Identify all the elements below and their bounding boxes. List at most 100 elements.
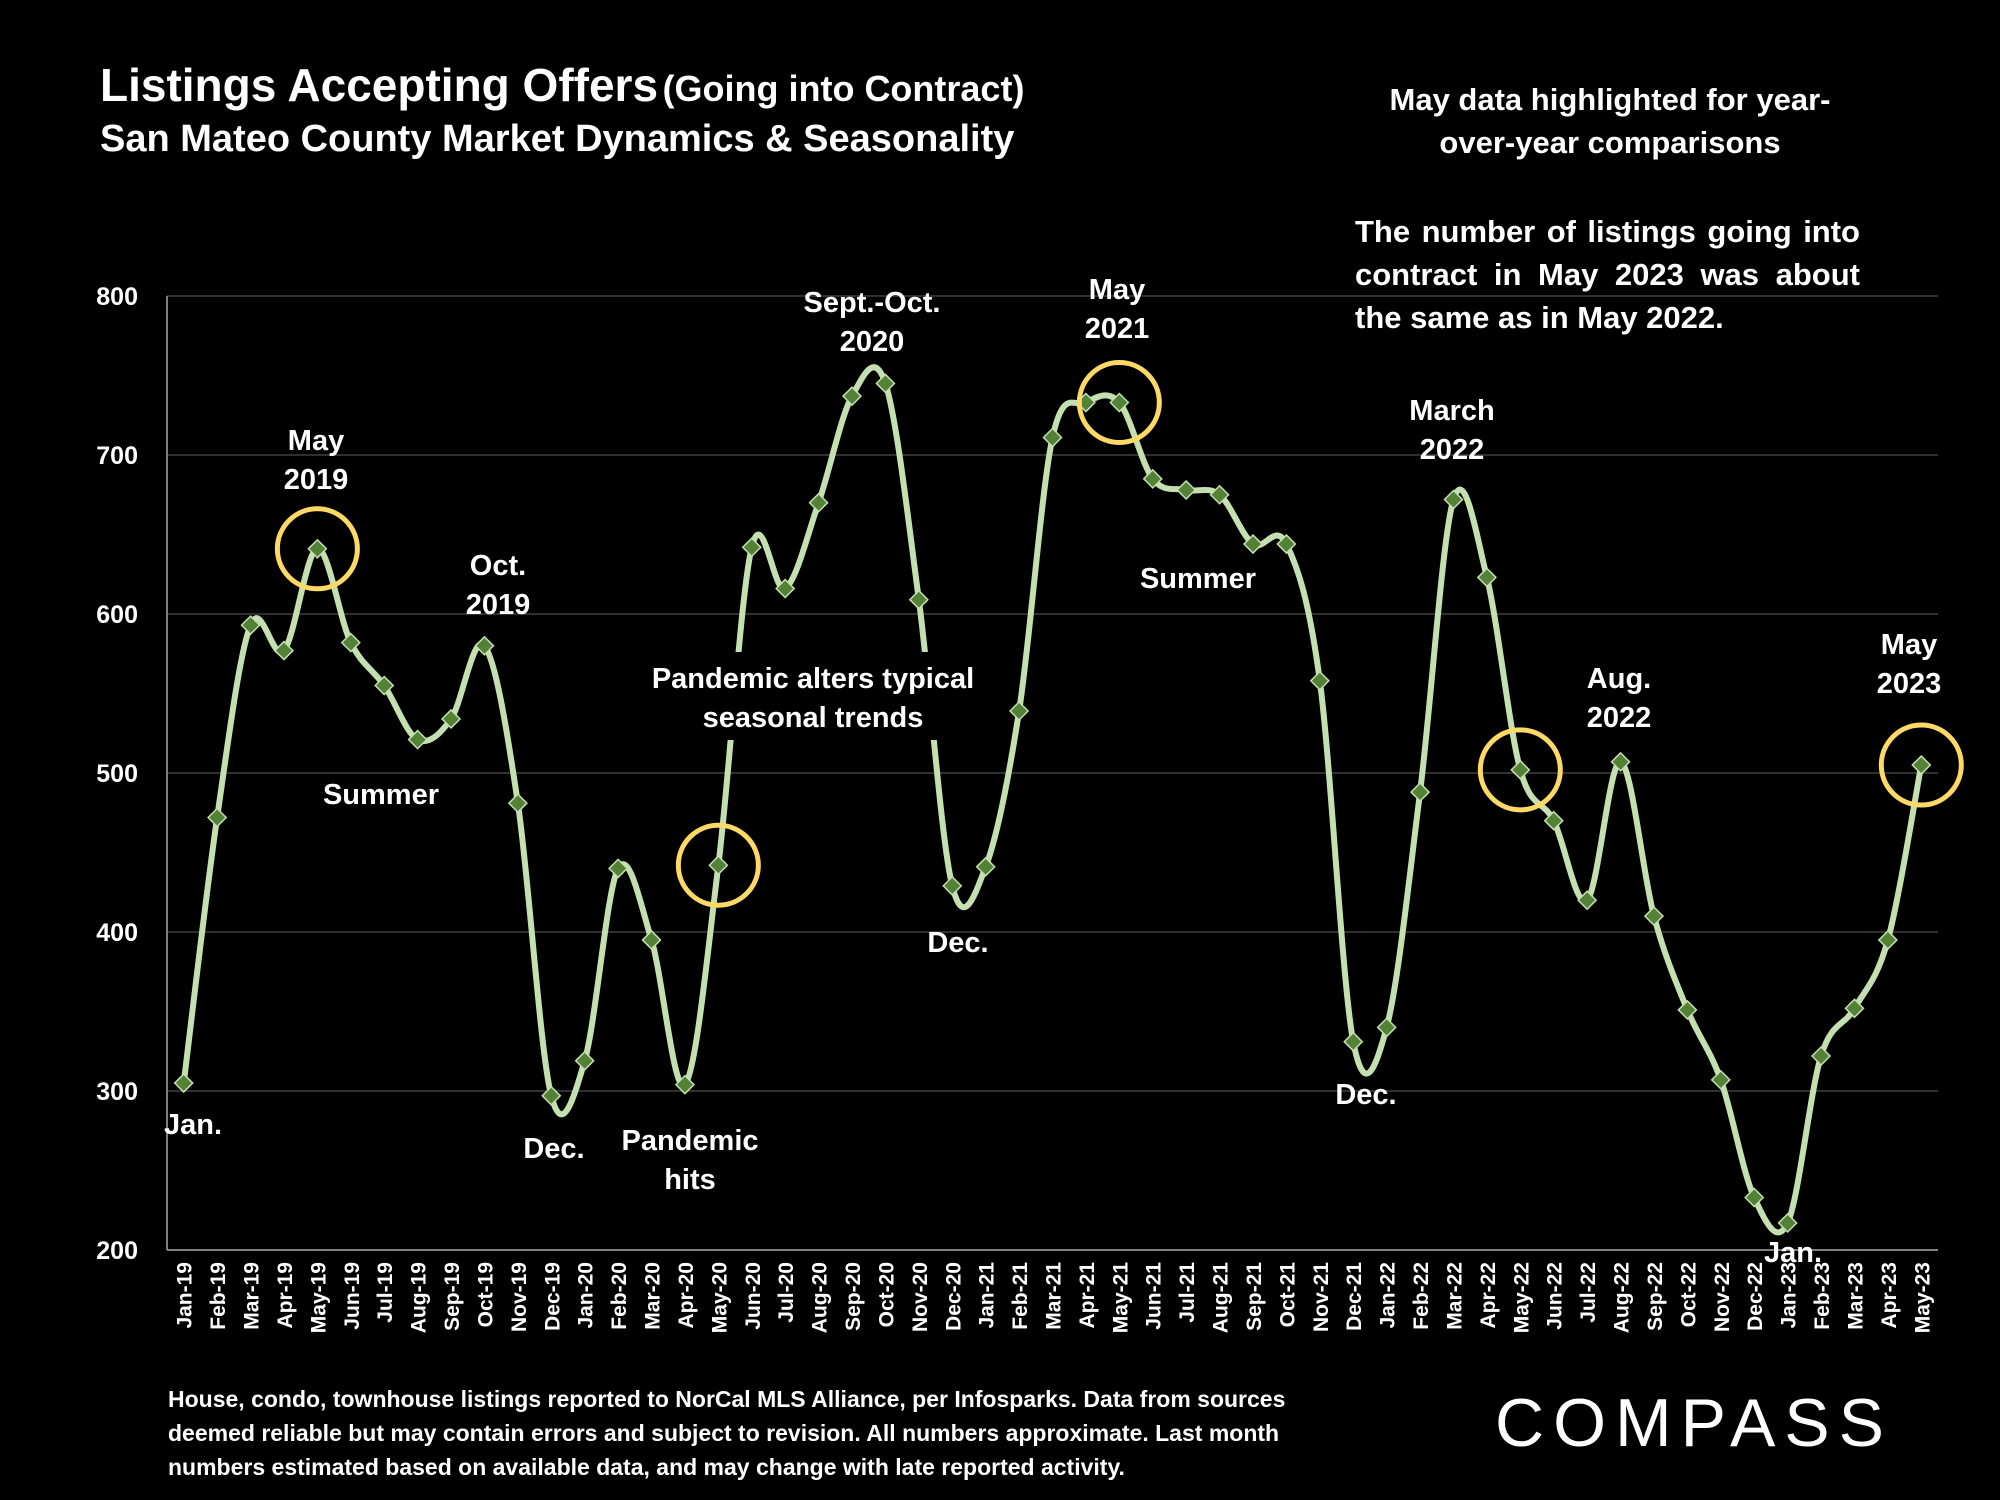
x-tick-label: Feb-21 [1009, 1262, 1032, 1330]
data-point-marker [1176, 479, 1197, 501]
data-point-marker [1710, 1069, 1731, 1090]
x-tick-label: Mar-23 [1844, 1262, 1867, 1330]
data-point-marker [875, 373, 896, 394]
data-point-marker [1510, 759, 1531, 780]
x-tick-label: Jan-22 [1377, 1262, 1400, 1329]
data-point-marker [1343, 1031, 1364, 1052]
annotation-line: March [1409, 395, 1494, 427]
x-tick-label: Dec-19 [541, 1262, 564, 1331]
annotation-label: May 2019 [284, 425, 349, 496]
annotation-label: Jan. [1764, 1237, 1822, 1269]
annotation-line: Jan. [1764, 1237, 1822, 1269]
x-tick-label: Jan-19 [174, 1262, 197, 1329]
x-tick-label: May-19 [307, 1262, 330, 1333]
data-point-marker [1109, 392, 1130, 413]
annotation-line: 2019 [284, 464, 349, 496]
x-tick-label: Aug-21 [1210, 1262, 1233, 1333]
chart-title-paren: (Going into Contract) [662, 68, 1025, 109]
annotation-line: Dec. [927, 927, 988, 959]
data-point-marker [340, 632, 361, 653]
x-tick-label: Jul-21 [1176, 1262, 1199, 1323]
data-point-marker [1677, 999, 1698, 1020]
data-point-marker [741, 537, 762, 558]
x-tick-label: May-21 [1109, 1262, 1132, 1334]
x-tick-label: Mar-20 [642, 1262, 665, 1330]
x-tick-label: Apr-22 [1477, 1262, 1500, 1329]
y-tick-label: 500 [96, 760, 138, 788]
data-point-marker [407, 729, 428, 750]
annotation-label: Pandemic alters typical seasonal trends [652, 663, 974, 734]
x-tick-label: Feb-20 [608, 1262, 631, 1330]
compass-logo: COMPASS [1495, 1385, 1894, 1461]
x-tick-label: Jun-19 [341, 1262, 364, 1330]
annotation-label: Oct. 2019 [466, 550, 531, 621]
annotation-line: Summer [1140, 563, 1256, 595]
annotation-label: Summer [1140, 563, 1256, 595]
chart-title: Listings Accepting Offers (Going into Co… [100, 58, 1024, 112]
data-point-marker [942, 875, 963, 896]
x-tick-label: Nov-19 [508, 1262, 531, 1332]
annotation-label: Dec. [1335, 1079, 1396, 1111]
data-point-marker [1142, 468, 1163, 489]
annotation-line: 2022 [1420, 434, 1485, 466]
data-point-marker [1276, 533, 1297, 555]
annotation-line: 2021 [1085, 313, 1150, 345]
annotation-line: Dec. [523, 1133, 584, 1165]
highlight-circle [1477, 727, 1563, 813]
annotation-line: hits [664, 1164, 716, 1196]
annotation-label: March 2022 [1409, 395, 1494, 466]
x-tick-label: May-20 [708, 1262, 731, 1333]
x-tick-label: Apr-21 [1076, 1262, 1099, 1329]
x-tick-label: Oct-19 [474, 1262, 497, 1327]
highlight-circle [675, 822, 761, 908]
data-point-marker [841, 386, 863, 407]
data-point-marker [975, 856, 996, 877]
x-tick-label: Jan-21 [976, 1262, 999, 1329]
data-point-marker [1877, 929, 1898, 951]
data-point-marker [1610, 751, 1631, 772]
highlight-note: May data highlighted for year-over-year … [1389, 82, 1831, 160]
data-point-marker [1209, 484, 1230, 505]
x-tick-label: Apr-23 [1878, 1262, 1901, 1329]
data-point-marker [808, 492, 829, 513]
x-tick-label: Nov-22 [1711, 1262, 1734, 1332]
x-tick-label: Feb-22 [1410, 1262, 1433, 1330]
x-tick-label: May-22 [1510, 1262, 1533, 1333]
y-tick-label: 300 [96, 1078, 138, 1106]
highlight-circle [1878, 722, 1964, 808]
chart-subtitle: San Mateo County Market Dynamics & Seaso… [100, 118, 1015, 160]
x-tick-label: Aug-19 [408, 1262, 431, 1333]
x-tick-label: Mar-21 [1043, 1262, 1066, 1330]
data-point-marker [1777, 1212, 1798, 1234]
annotation-line: seasonal trends [703, 702, 924, 734]
x-tick-label: May-23 [1911, 1262, 1934, 1333]
annotation-line: Sept.-Oct. [804, 287, 941, 319]
x-tick-label: Jan-20 [575, 1262, 598, 1329]
annotation-line: Aug. [1587, 663, 1651, 695]
annotation-line: 2023 [1877, 668, 1942, 700]
x-tick-label: Sep-20 [842, 1262, 865, 1331]
annotation-line: May [1089, 274, 1145, 306]
annotation-label: Sept.-Oct. 2020 [804, 287, 941, 358]
annotation-label: May 2021 [1085, 274, 1150, 345]
data-point-marker [1376, 1017, 1397, 1038]
annotation-line: 2022 [1587, 702, 1652, 734]
x-tick-label: Jul-22 [1577, 1262, 1600, 1323]
data-point-marker [641, 929, 662, 951]
data-point-marker [1242, 533, 1264, 555]
data-point-marker [541, 1085, 562, 1106]
data-point-marker [173, 1072, 194, 1094]
x-tick-label: Nov-20 [909, 1262, 932, 1332]
data-point-marker [1042, 427, 1063, 448]
data-point-marker [1744, 1187, 1765, 1208]
data-point-marker [474, 635, 495, 656]
annotation-line: May [288, 425, 344, 457]
data-point-marker [908, 589, 929, 610]
annotation-backdrop [628, 652, 998, 740]
y-tick-label: 200 [96, 1237, 138, 1265]
data-point-marker [1810, 1045, 1832, 1067]
x-tick-label: Jul-20 [775, 1262, 798, 1323]
data-point-marker [574, 1050, 595, 1071]
annotation-label: May 2023 [1877, 629, 1942, 700]
